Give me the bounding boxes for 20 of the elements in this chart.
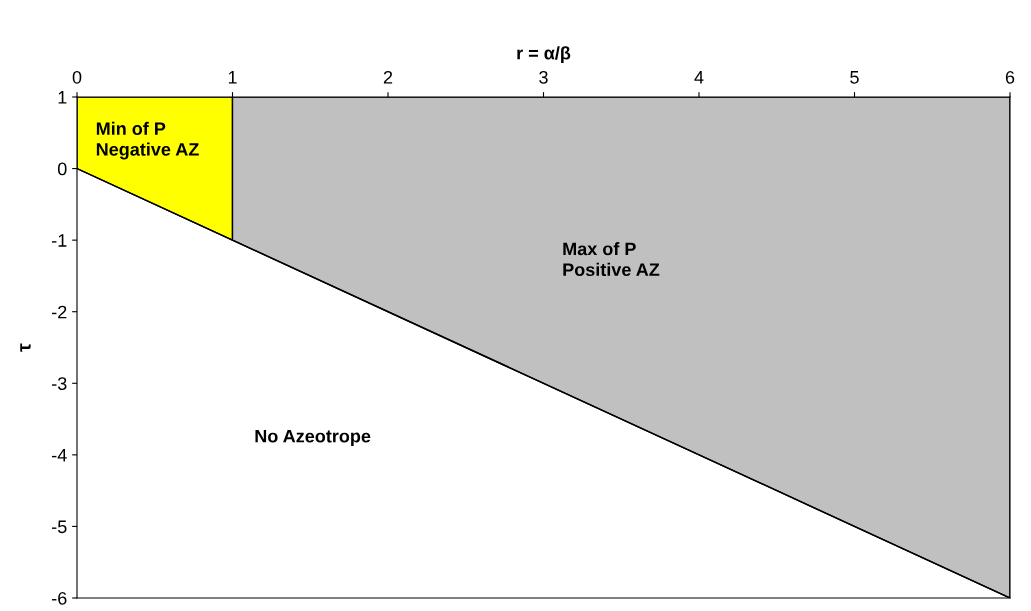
y-tick-label: -1 xyxy=(52,234,67,247)
x-tick-label: 3 xyxy=(539,70,548,84)
x-axis-title: r = α/β xyxy=(517,46,571,64)
x-tick-label: 1 xyxy=(228,71,237,84)
x-tick-label: 2 xyxy=(383,70,393,84)
y-tick-label: -6 xyxy=(52,591,67,605)
y-tick-label: 0 xyxy=(57,162,67,176)
x-tick-label: 0 xyxy=(72,70,82,84)
y-axis-title: τ xyxy=(20,343,31,352)
x-tick-label: 6 xyxy=(1005,70,1015,84)
y-tick-label: -4 xyxy=(52,448,67,462)
y-tick-label: -3 xyxy=(52,377,67,391)
annotation: Min of P Negative AZ xyxy=(96,121,199,160)
y-tick-label: 1 xyxy=(58,91,67,104)
annotation: No Azeotrope xyxy=(255,429,371,447)
x-tick-label: 4 xyxy=(694,71,704,84)
y-tick-label: -5 xyxy=(52,520,67,534)
annotation: Max of P Positive AZ xyxy=(563,242,660,277)
x-tick-label: 5 xyxy=(850,71,859,84)
y-tick-label: -2 xyxy=(52,305,67,319)
